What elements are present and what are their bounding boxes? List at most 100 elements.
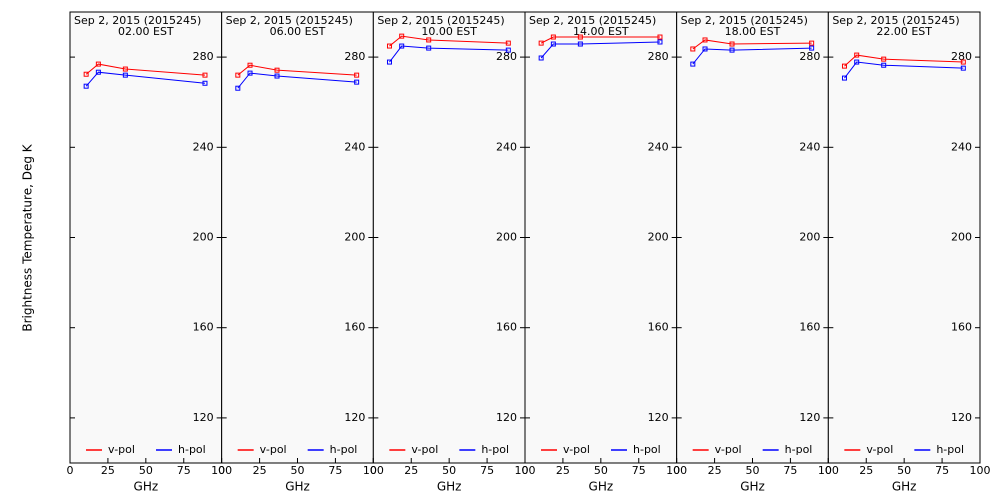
y-tick-label: 120 bbox=[496, 411, 517, 424]
x-tick-label: 0 bbox=[522, 464, 529, 477]
point-marker bbox=[854, 52, 860, 58]
legend-label: v-pol bbox=[108, 443, 135, 456]
x-tick-label: 25 bbox=[859, 464, 873, 477]
point-marker bbox=[399, 43, 405, 49]
point-marker bbox=[702, 46, 708, 52]
x-tick-label: 25 bbox=[101, 464, 115, 477]
x-tick-label: 75 bbox=[783, 464, 797, 477]
y-tick-label: 240 bbox=[344, 140, 365, 153]
point-marker bbox=[505, 40, 511, 46]
x-tick-label: 25 bbox=[556, 464, 570, 477]
point-marker bbox=[386, 43, 392, 49]
x-tick-label: 100 bbox=[970, 464, 991, 477]
y-tick-label: 160 bbox=[496, 321, 517, 334]
x-tick-label: 50 bbox=[594, 464, 608, 477]
y-tick-label: 200 bbox=[193, 231, 214, 244]
plot-area bbox=[221, 11, 374, 464]
chart-title: Sep 2, 2015 (2015245) bbox=[377, 14, 504, 27]
chart-subtitle: 22.00 EST bbox=[876, 25, 932, 38]
x-tick-label: 100 bbox=[363, 464, 384, 477]
point-marker bbox=[95, 61, 101, 67]
y-tick-label: 160 bbox=[648, 321, 669, 334]
x-axis-label: GHz bbox=[134, 480, 159, 494]
point-marker bbox=[881, 56, 887, 62]
point-marker bbox=[122, 72, 128, 78]
x-tick-label: 100 bbox=[515, 464, 536, 477]
series-line bbox=[389, 45, 509, 63]
x-axis-label: GHz bbox=[892, 480, 917, 494]
x-tick-label: 75 bbox=[480, 464, 494, 477]
y-tick-label: 280 bbox=[193, 50, 214, 63]
y-tick-label: 160 bbox=[344, 321, 365, 334]
plot-area bbox=[827, 11, 981, 464]
legend-label: h-pol bbox=[633, 443, 661, 456]
point-marker bbox=[841, 63, 847, 69]
y-tick-label: 280 bbox=[799, 50, 820, 63]
legend-label: h-pol bbox=[330, 443, 358, 456]
point-marker bbox=[729, 47, 735, 53]
point-marker bbox=[657, 34, 663, 40]
point-marker bbox=[809, 45, 815, 51]
legend-label: h-pol bbox=[785, 443, 813, 456]
point-marker bbox=[426, 37, 432, 43]
y-tick-label: 160 bbox=[951, 321, 972, 334]
chart-title: Sep 2, 2015 (2015245) bbox=[832, 14, 959, 27]
y-tick-label: 200 bbox=[648, 231, 669, 244]
point-marker bbox=[690, 46, 696, 52]
series-line bbox=[85, 63, 206, 76]
y-tick-label: 280 bbox=[648, 50, 669, 63]
legend-label: h-pol bbox=[178, 443, 206, 456]
point-marker bbox=[960, 59, 966, 65]
x-tick-label: 25 bbox=[253, 464, 267, 477]
y-tick-label: 160 bbox=[799, 321, 820, 334]
plot-area bbox=[676, 11, 829, 464]
series-line bbox=[237, 72, 357, 89]
chart-title: Sep 2, 2015 (2015245) bbox=[74, 14, 201, 27]
y-tick-label: 240 bbox=[799, 140, 820, 153]
point-marker bbox=[702, 37, 708, 43]
series-line bbox=[540, 41, 660, 59]
point-marker bbox=[881, 62, 887, 68]
series-line bbox=[844, 61, 964, 79]
x-tick-label: 75 bbox=[935, 464, 949, 477]
y-tick-label: 200 bbox=[496, 231, 517, 244]
y-tick-label: 160 bbox=[193, 321, 214, 334]
y-tick-label: 120 bbox=[799, 411, 820, 424]
point-marker bbox=[247, 70, 253, 76]
y-tick-label: 120 bbox=[951, 411, 972, 424]
point-marker bbox=[122, 66, 128, 72]
point-marker bbox=[399, 33, 405, 39]
legend-label: v-pol bbox=[260, 443, 287, 456]
point-marker bbox=[247, 62, 253, 68]
point-marker bbox=[354, 72, 360, 78]
x-tick-label: 50 bbox=[442, 464, 456, 477]
legend-label: v-pol bbox=[411, 443, 438, 456]
series-line bbox=[692, 47, 812, 65]
chart-subtitle: 14.00 EST bbox=[573, 25, 629, 38]
chart-subtitle: 06.00 EST bbox=[270, 25, 326, 38]
x-tick-label: 50 bbox=[291, 464, 305, 477]
point-marker bbox=[274, 67, 280, 73]
legend-label: v-pol bbox=[866, 443, 893, 456]
point-marker bbox=[235, 85, 241, 91]
point-marker bbox=[841, 75, 847, 81]
chart-subtitle: 18.00 EST bbox=[725, 25, 781, 38]
point-marker bbox=[577, 41, 583, 47]
y-tick-label: 200 bbox=[344, 231, 365, 244]
chart-subtitle: 02.00 EST bbox=[118, 25, 174, 38]
legend-label: v-pol bbox=[563, 443, 590, 456]
y-tick-label: 280 bbox=[951, 50, 972, 63]
series-line bbox=[237, 64, 357, 76]
point-marker bbox=[577, 34, 583, 40]
y-tick-label: 200 bbox=[951, 231, 972, 244]
x-tick-label: 25 bbox=[708, 464, 722, 477]
x-axis-label: GHz bbox=[740, 480, 765, 494]
chart-subtitle: 10.00 EST bbox=[421, 25, 477, 38]
y-tick-label: 200 bbox=[799, 231, 820, 244]
plot-area bbox=[69, 11, 223, 464]
point-marker bbox=[657, 39, 663, 45]
x-tick-label: 75 bbox=[632, 464, 646, 477]
point-marker bbox=[274, 73, 280, 79]
x-tick-label: 25 bbox=[404, 464, 418, 477]
